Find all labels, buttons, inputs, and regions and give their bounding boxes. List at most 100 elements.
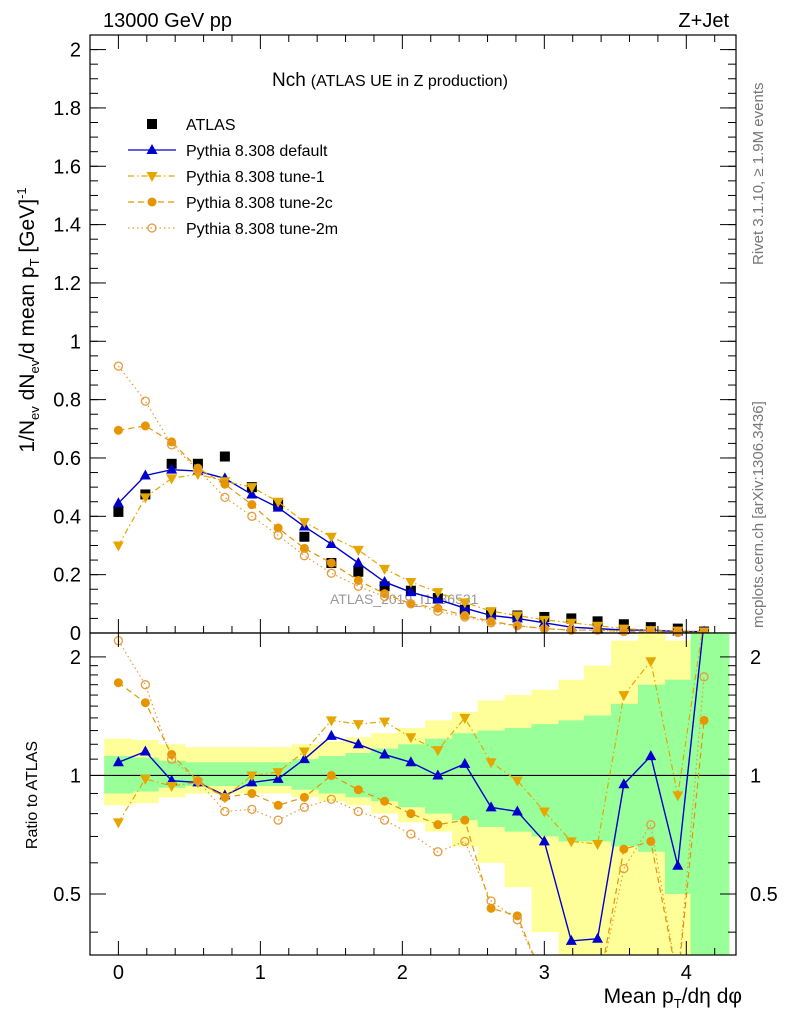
ratio-point — [432, 746, 444, 757]
main-point — [140, 396, 151, 406]
ratio-point — [193, 776, 203, 786]
main-point — [273, 523, 283, 533]
ratio-point — [645, 657, 657, 668]
main-point — [460, 612, 470, 622]
ratio-y-tick-label-right: 2 — [750, 647, 761, 669]
main-point — [273, 530, 283, 540]
main-point — [405, 577, 417, 588]
ratio-inner-band — [291, 759, 320, 790]
main-y-tick-label: 0.2 — [53, 565, 81, 587]
legend-label: ATLAS — [186, 117, 236, 134]
ratio-point — [273, 815, 283, 825]
main-point — [352, 556, 364, 567]
ratio-point — [299, 802, 310, 812]
ratio-point — [139, 774, 151, 785]
main-point — [299, 543, 309, 553]
ratio-x-tick-label: 2 — [397, 962, 408, 984]
legend-label: Pythia 8.308 tune-2m — [186, 221, 338, 238]
ratio-inner-band — [584, 715, 612, 842]
main-point — [432, 593, 444, 604]
main-y-axis-title-part: dN — [16, 374, 39, 407]
legend-marker — [147, 197, 157, 207]
x-axis-title-part: Mean p — [604, 985, 674, 1008]
ratio-x-tick-label: 4 — [681, 962, 692, 984]
ratio-point — [406, 809, 416, 819]
ratio-point — [379, 815, 390, 825]
ratio-point — [405, 756, 417, 767]
main-point — [325, 538, 337, 549]
ratio-x-tick-label: 1 — [255, 962, 266, 984]
ratio-series-line — [117, 640, 705, 955]
rivet-label: Rivet 3.1.10, ≥ 1.9M events — [750, 83, 767, 266]
x-axis-title-text: Mean pT/dη dφ — [604, 985, 742, 1011]
main-y-tick-label: 0.8 — [53, 390, 81, 412]
ratio-point — [460, 815, 470, 825]
main-point — [432, 588, 444, 599]
ratio-inner-band — [477, 730, 506, 827]
ratio-point — [433, 847, 443, 857]
ratio-point — [112, 756, 124, 767]
main-point — [325, 532, 337, 543]
ratio-inner-band — [558, 720, 585, 842]
ratio-point — [299, 792, 309, 802]
main-panel: 0.2 0.4 0.6 0.8 1 1.2 1.4 1.6 1.8 2 0 — [53, 34, 737, 645]
ratio-point — [618, 778, 630, 789]
legend-item: Pythia 8.308 default — [128, 143, 328, 160]
main-point — [379, 564, 391, 575]
ratio-point — [352, 720, 364, 731]
legend-item: Pythia 8.308 tune-1 — [128, 169, 325, 186]
ratio-point — [538, 835, 550, 846]
main-point — [379, 575, 391, 586]
main-y-axis-title-part: 1/N — [16, 420, 39, 453]
legend-item: Pythia 8.308 tune-2m — [128, 221, 338, 238]
ratio-point — [272, 768, 284, 779]
ratio-point — [486, 896, 496, 906]
main-point — [619, 626, 629, 637]
main-point — [298, 518, 310, 529]
main-point — [405, 586, 417, 597]
ratio-point — [460, 836, 470, 847]
ratio-panel: 0.5 0.5 1 1 2 2 0 1 2 3 4 — [53, 632, 778, 984]
main-point — [112, 497, 124, 508]
ratio-point — [166, 754, 177, 764]
ratio-point — [618, 691, 630, 702]
main-y-axis-title-text: 1/Nev dNev/d mean pT [GeV]-1 — [14, 187, 42, 452]
legend-label: Pythia 8.308 tune-2c — [186, 195, 333, 212]
ratio-point — [592, 932, 604, 943]
ratio-inner-band — [531, 724, 560, 837]
header-left: 13000 GeV pp — [103, 10, 232, 32]
main-point — [220, 492, 230, 503]
main-series-3 — [113, 421, 709, 637]
ratio-point — [220, 792, 230, 802]
main-point — [220, 479, 230, 489]
ratio-point — [379, 717, 391, 728]
main-point — [246, 488, 258, 499]
ratio-point — [298, 753, 310, 764]
ratio-point — [565, 934, 577, 945]
main-y-axis-title: 1/Nev dNev/d mean pT [GeV]-1 — [14, 187, 42, 452]
ratio-point — [379, 748, 391, 759]
main-point — [113, 506, 124, 517]
main-point — [113, 425, 123, 435]
main-point — [326, 558, 336, 568]
main-point — [247, 500, 257, 510]
ratio-y-axis-title: Ratio to ATLAS — [24, 741, 41, 849]
ratio-point — [485, 801, 497, 812]
main-point — [459, 598, 471, 609]
main-point — [353, 566, 364, 577]
legend-item: Pythia 8.308 tune-2c — [128, 195, 333, 212]
ratio-y-tick-label-right: 0.5 — [750, 884, 778, 906]
main-point — [272, 497, 284, 508]
main-y-tick-label: 1 — [70, 331, 81, 353]
legend-label: Pythia 8.308 tune-1 — [186, 169, 325, 186]
main-point — [247, 511, 257, 521]
ratio-point — [380, 796, 390, 806]
ratio-y-tick-label-right: 1 — [750, 765, 761, 787]
main-series-0 — [113, 451, 710, 637]
ratio-point — [485, 758, 497, 769]
ratio-series-2 — [113, 678, 709, 955]
ratio-point — [538, 807, 550, 818]
main-point — [166, 463, 178, 474]
ratio-point — [353, 785, 363, 795]
